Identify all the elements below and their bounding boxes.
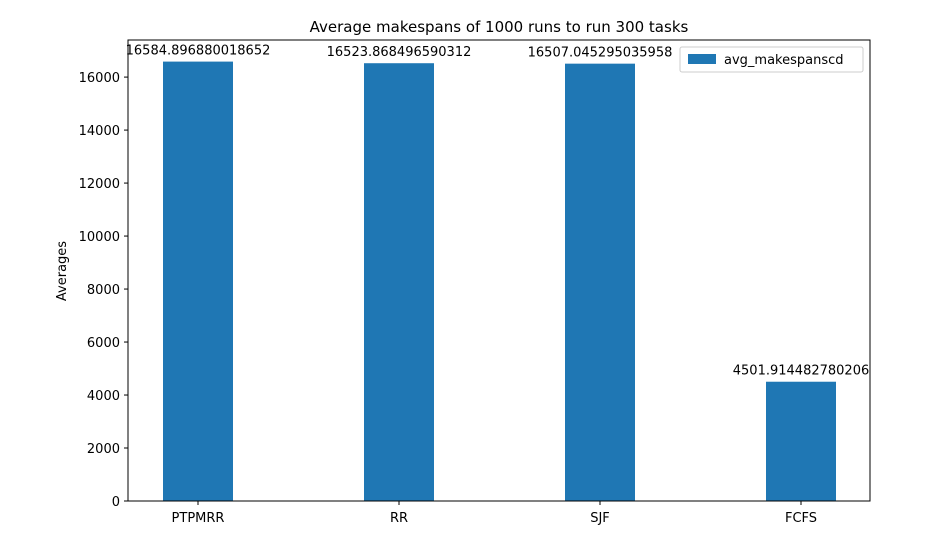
x-axis-ticks: PTPMRR RR SJF FCFS — [172, 501, 817, 526]
y-tick-label-0: 0 — [112, 495, 120, 510]
y-tick-label-4000: 4000 — [87, 389, 120, 404]
y-tick-label-14000: 14000 — [79, 124, 120, 139]
bar-fcfs — [766, 381, 836, 501]
legend-box — [679, 46, 864, 73]
data-label-sjf: 16507.045295035958 — [528, 46, 673, 61]
x-tick-label-fcfs: FCFS — [785, 511, 817, 526]
x-tick-label-rr: RR — [390, 511, 408, 526]
data-label-rr: 16523.868496590312 — [327, 45, 472, 60]
y-tick-label-16000: 16000 — [79, 71, 120, 86]
x-tick-label-ptpmrr: PTPMRR — [172, 511, 225, 526]
legend: avg_makespanscd — [679, 46, 864, 73]
y-axis-ticks: 0 2000 4000 6000 8000 10000 12000 14000 16000 — [79, 71, 128, 510]
data-label-fcfs: 4501.914482780206 — [733, 364, 869, 379]
bar-ptpmrr — [163, 61, 233, 501]
x-tick-label-sjf: SJF — [590, 511, 610, 526]
bars-group — [163, 61, 836, 501]
data-label-ptpmrr: 16584.896880018652 — [126, 44, 271, 59]
y-tick-label-12000: 12000 — [79, 177, 120, 192]
bar-rr — [364, 63, 434, 501]
y-tick-label-10000: 10000 — [79, 230, 120, 245]
y-tick-label-8000: 8000 — [87, 283, 120, 298]
plot-frame — [127, 39, 871, 502]
chart-title: Average makespans of 1000 runs to run 30… — [310, 18, 689, 36]
y-axis-label: Averages — [55, 241, 70, 301]
legend-label: avg_makespanscd — [724, 53, 844, 68]
y-tick-label-6000: 6000 — [87, 336, 120, 351]
data-labels-group: 16584.896880018652 16523.868496590312 1650… — [126, 44, 870, 379]
legend-swatch — [688, 54, 716, 64]
y-tick-label-2000: 2000 — [87, 442, 120, 457]
bar-sjf — [565, 63, 635, 501]
